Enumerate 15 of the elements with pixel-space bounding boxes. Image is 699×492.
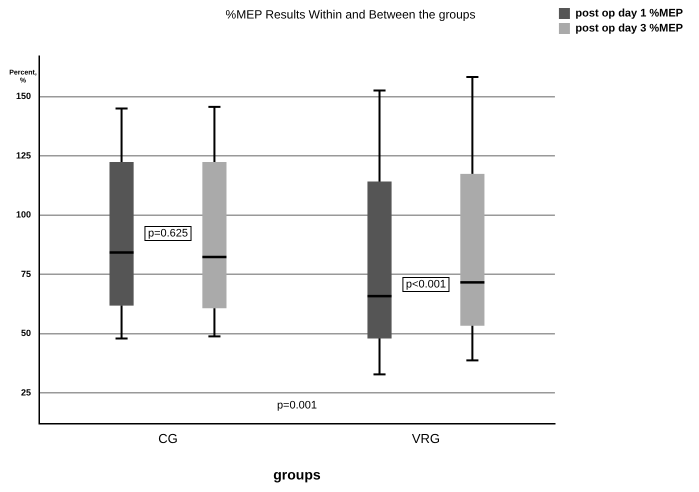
x-tick-label: VRG (412, 430, 440, 446)
annotation: p<0.001 (406, 278, 446, 291)
x-axis-title: groups (273, 466, 321, 482)
x-tick-label: CG (158, 430, 178, 446)
legend-label: post op day 3 %MEP (575, 22, 684, 35)
legend-label: post op day 1 %MEP (575, 8, 684, 20)
y-tick-label: 50 (21, 328, 32, 338)
y-tick-label: 150 (16, 91, 32, 102)
annotation: p=0.625 (148, 228, 188, 240)
y-tick-label: 125 (16, 150, 32, 160)
y-tick-label: 25 (21, 387, 32, 398)
y-tick-label: 100 (16, 210, 32, 220)
annotation: p=0.001 (276, 400, 318, 412)
chart-title: %MEP Results Within and Between the groups (226, 8, 476, 22)
y-tick-label: 75 (21, 268, 32, 279)
